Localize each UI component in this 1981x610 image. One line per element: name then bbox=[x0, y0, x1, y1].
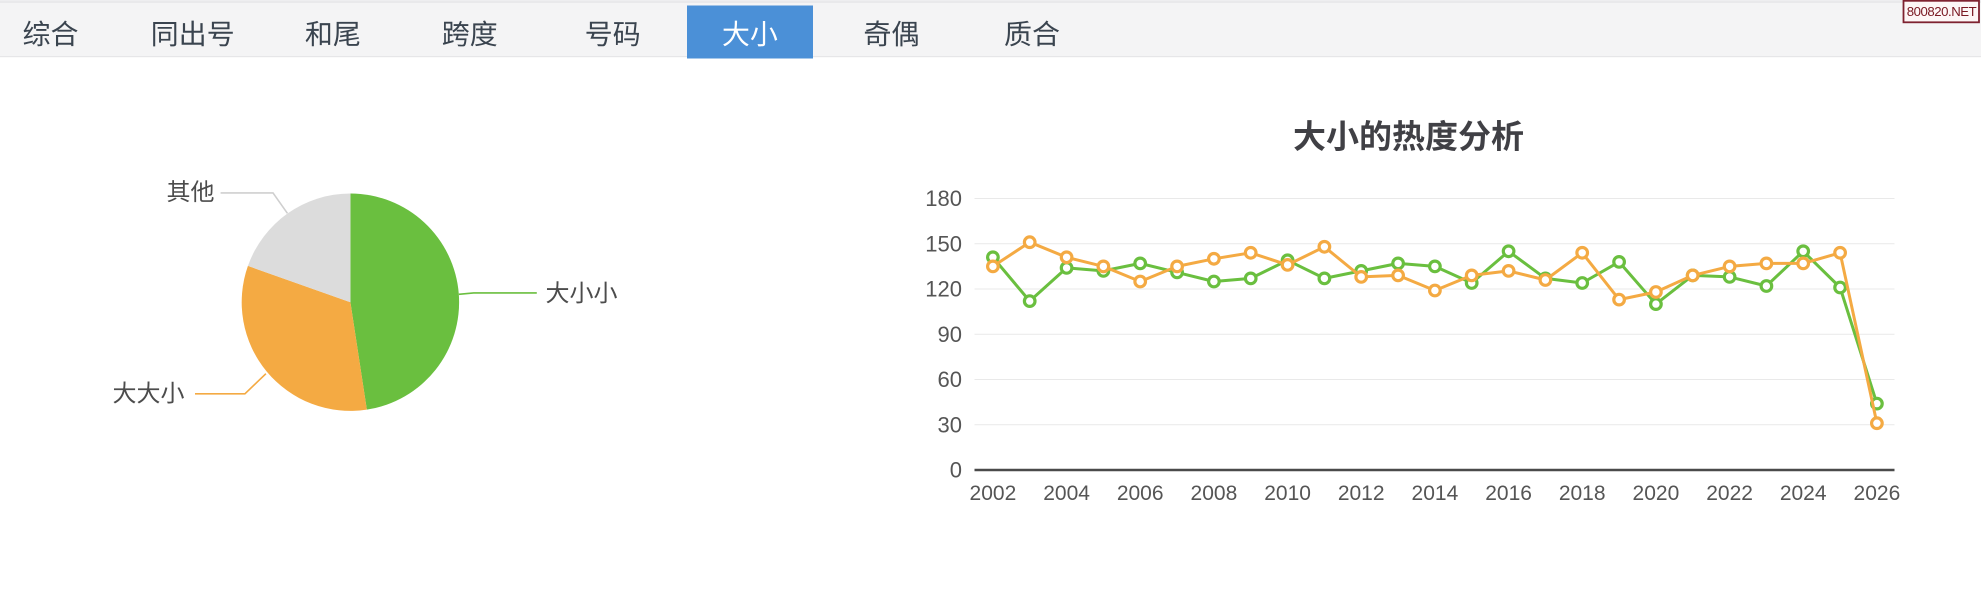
svg-text:2024: 2024 bbox=[1780, 482, 1827, 505]
svg-text:120: 120 bbox=[925, 277, 962, 302]
svg-text:2020: 2020 bbox=[1633, 482, 1680, 505]
svg-text:2022: 2022 bbox=[1706, 482, 1753, 505]
svg-text:2010: 2010 bbox=[1264, 482, 1311, 505]
svg-text:2002: 2002 bbox=[970, 482, 1017, 505]
svg-text:30: 30 bbox=[938, 412, 962, 437]
svg-text:800820.NET: 800820.NET bbox=[1907, 4, 1977, 19]
svg-text:2006: 2006 bbox=[1117, 482, 1164, 505]
svg-text:0: 0 bbox=[950, 458, 962, 483]
svg-text:90: 90 bbox=[938, 322, 962, 347]
svg-text:2014: 2014 bbox=[1412, 482, 1459, 505]
svg-text:2012: 2012 bbox=[1338, 482, 1385, 505]
svg-text:2004: 2004 bbox=[1043, 482, 1090, 505]
svg-text:150: 150 bbox=[925, 231, 962, 256]
svg-text:2016: 2016 bbox=[1485, 482, 1532, 505]
svg-text:2008: 2008 bbox=[1191, 482, 1238, 505]
svg-text:60: 60 bbox=[938, 367, 962, 392]
svg-text:180: 180 bbox=[925, 186, 962, 211]
svg-text:2026: 2026 bbox=[1854, 482, 1901, 505]
svg-text:2018: 2018 bbox=[1559, 482, 1606, 505]
